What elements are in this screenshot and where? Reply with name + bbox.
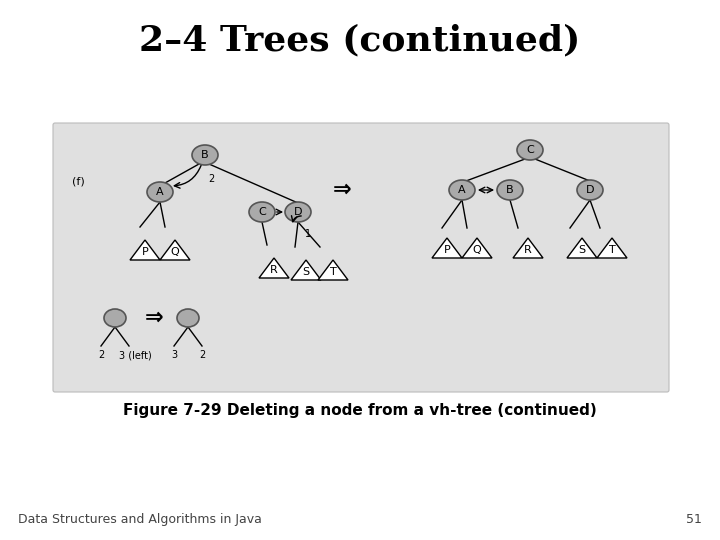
- Text: Q: Q: [171, 247, 179, 257]
- Text: S: S: [302, 267, 310, 277]
- Text: B: B: [201, 150, 209, 160]
- Polygon shape: [513, 238, 543, 258]
- Text: A: A: [156, 187, 164, 197]
- Text: T: T: [330, 267, 336, 277]
- Text: T: T: [608, 245, 616, 255]
- Text: R: R: [270, 265, 278, 275]
- Text: Q: Q: [472, 245, 482, 255]
- Text: ⇒: ⇒: [145, 308, 163, 328]
- Text: 2: 2: [208, 174, 214, 184]
- Polygon shape: [318, 260, 348, 280]
- Text: 2: 2: [199, 350, 205, 360]
- Ellipse shape: [177, 309, 199, 327]
- Text: 3: 3: [171, 350, 177, 360]
- Ellipse shape: [497, 180, 523, 200]
- Ellipse shape: [285, 202, 311, 222]
- Text: A: A: [458, 185, 466, 195]
- Text: C: C: [526, 145, 534, 155]
- Ellipse shape: [449, 180, 475, 200]
- Polygon shape: [567, 238, 597, 258]
- Ellipse shape: [192, 145, 218, 165]
- Text: 3 (left): 3 (left): [119, 350, 151, 360]
- Ellipse shape: [104, 309, 126, 327]
- Text: P: P: [444, 245, 451, 255]
- Text: R: R: [524, 245, 532, 255]
- Ellipse shape: [577, 180, 603, 200]
- Polygon shape: [160, 240, 190, 260]
- Text: 2: 2: [98, 350, 104, 360]
- Ellipse shape: [249, 202, 275, 222]
- Polygon shape: [432, 238, 462, 258]
- Text: 51: 51: [686, 513, 702, 526]
- Text: ⇒: ⇒: [333, 180, 351, 200]
- Text: P: P: [142, 247, 148, 257]
- Polygon shape: [462, 238, 492, 258]
- Polygon shape: [259, 258, 289, 278]
- Text: Figure 7-29 Deleting a node from a vh-tree (continued): Figure 7-29 Deleting a node from a vh-tr…: [123, 402, 597, 417]
- Text: Data Structures and Algorithms in Java: Data Structures and Algorithms in Java: [18, 513, 262, 526]
- Polygon shape: [130, 240, 160, 260]
- Polygon shape: [291, 260, 321, 280]
- Text: D: D: [586, 185, 594, 195]
- Polygon shape: [597, 238, 627, 258]
- Text: C: C: [258, 207, 266, 217]
- Ellipse shape: [517, 140, 543, 160]
- Text: D: D: [294, 207, 302, 217]
- Text: (f): (f): [72, 177, 85, 187]
- Text: 1: 1: [305, 229, 311, 239]
- FancyBboxPatch shape: [53, 123, 669, 392]
- Text: S: S: [578, 245, 585, 255]
- Ellipse shape: [147, 182, 173, 202]
- Text: 2–4 Trees (continued): 2–4 Trees (continued): [139, 23, 581, 57]
- Text: B: B: [506, 185, 514, 195]
